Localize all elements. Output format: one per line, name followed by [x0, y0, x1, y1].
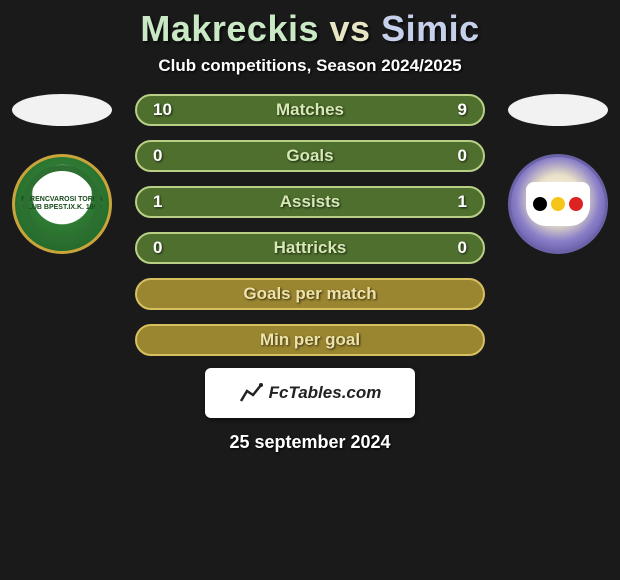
stat-right-value: 0: [441, 146, 467, 166]
season-subtitle: Club competitions, Season 2024/2025: [158, 56, 461, 76]
stat-left-value: 1: [153, 192, 179, 212]
player2-name: Simic: [381, 8, 480, 49]
player1-avatar-placeholder: [12, 94, 112, 126]
right-team-column: [503, 94, 613, 356]
snapshot-date: 25 september 2024: [229, 432, 390, 453]
stat-label: Min per goal: [260, 330, 360, 350]
stat-bar-min-per-goal: Min per goal: [135, 324, 485, 356]
stat-bar-goals-per-match: Goals per match: [135, 278, 485, 310]
stat-bar-goals: 0 Goals 0: [135, 140, 485, 172]
stat-label: Goals per match: [243, 284, 376, 304]
stat-bar-matches: 10 Matches 9: [135, 94, 485, 126]
stat-left-value: 0: [153, 238, 179, 258]
stat-right-value: 9: [441, 100, 467, 120]
brand-footer: FcTables.com: [205, 368, 415, 418]
stat-label: Hattricks: [274, 238, 347, 258]
left-team-column: FERENCVAROSI TORNA CLUB BPEST.IX.K. 1899: [7, 94, 117, 356]
stat-bar-hattricks: 0 Hattricks 0: [135, 232, 485, 264]
brand-name: FcTables.com: [269, 383, 382, 403]
comparison-title: Makreckis vs Simic: [140, 8, 479, 50]
fctables-logo-icon: [239, 381, 263, 405]
stat-left-value: 10: [153, 100, 179, 120]
stat-label: Goals: [286, 146, 333, 166]
stat-right-value: 1: [441, 192, 467, 212]
comparison-body: FERENCVAROSI TORNA CLUB BPEST.IX.K. 1899…: [0, 94, 620, 356]
stat-label: Matches: [276, 100, 344, 120]
team-left-crest: FERENCVAROSI TORNA CLUB BPEST.IX.K. 1899: [12, 154, 112, 254]
stat-label: Assists: [280, 192, 340, 212]
stat-left-value: 0: [153, 146, 179, 166]
player1-name: Makreckis: [140, 8, 319, 49]
vs-separator: vs: [330, 8, 371, 49]
player2-avatar-placeholder: [508, 94, 608, 126]
stat-bars: 10 Matches 9 0 Goals 0 1 Assists 1 0 Hat…: [135, 94, 485, 356]
infographic-root: Makreckis vs Simic Club competitions, Se…: [0, 0, 620, 453]
stat-right-value: 0: [441, 238, 467, 258]
team-right-crest: [508, 154, 608, 254]
stat-bar-assists: 1 Assists 1: [135, 186, 485, 218]
